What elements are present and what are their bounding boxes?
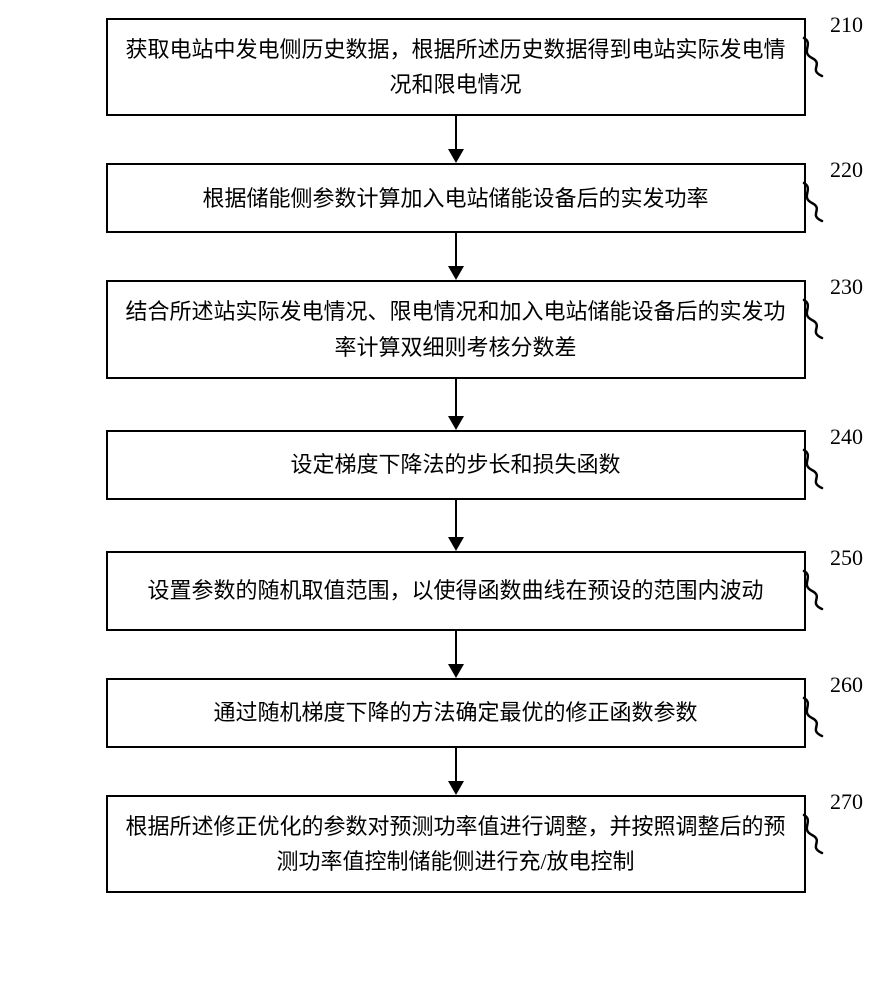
squiggle-icon bbox=[798, 569, 834, 616]
step-label-220: 220 bbox=[830, 157, 863, 183]
step-box-240: 设定梯度下降法的步长和损失函数 bbox=[106, 430, 806, 500]
step-text: 设置参数的随机取值范围，以使得函数曲线在预设的范围内波动 bbox=[147, 573, 763, 608]
squiggle-icon bbox=[798, 36, 834, 83]
squiggle-icon bbox=[798, 181, 834, 228]
squiggle-icon bbox=[798, 448, 834, 495]
step-label-240: 240 bbox=[830, 424, 863, 450]
flowchart-container: 获取电站中发电侧历史数据，根据所述历史数据得到电站实际发电情况和限电情况210根… bbox=[0, 0, 871, 893]
arrow-down-icon bbox=[448, 748, 464, 795]
step-label-270: 270 bbox=[830, 789, 863, 815]
step-row-220: 根据储能侧参数计算加入电站储能设备后的实发功率220 bbox=[40, 163, 871, 233]
step-label-230: 230 bbox=[830, 274, 863, 300]
arrow-down-icon bbox=[448, 379, 464, 430]
step-box-210: 获取电站中发电侧历史数据，根据所述历史数据得到电站实际发电情况和限电情况 bbox=[106, 18, 806, 116]
step-box-270: 根据所述修正优化的参数对预测功率值进行调整，并按照调整后的预测功率值控制储能侧进… bbox=[106, 795, 806, 893]
step-row-210: 获取电站中发电侧历史数据，根据所述历史数据得到电站实际发电情况和限电情况210 bbox=[40, 18, 871, 116]
step-text: 结合所述站实际发电情况、限电情况和加入电站储能设备后的实发功率计算双细则考核分数… bbox=[126, 294, 786, 364]
step-text: 设定梯度下降法的步长和损失函数 bbox=[290, 447, 620, 482]
squiggle-icon bbox=[798, 298, 834, 345]
step-row-270: 根据所述修正优化的参数对预测功率值进行调整，并按照调整后的预测功率值控制储能侧进… bbox=[40, 795, 871, 893]
step-box-260: 通过随机梯度下降的方法确定最优的修正函数参数 bbox=[106, 678, 806, 748]
arrow-down-icon bbox=[448, 500, 464, 551]
step-box-230: 结合所述站实际发电情况、限电情况和加入电站储能设备后的实发功率计算双细则考核分数… bbox=[106, 280, 806, 378]
step-text: 根据所述修正优化的参数对预测功率值进行调整，并按照调整后的预测功率值控制储能侧进… bbox=[126, 809, 786, 879]
step-text: 获取电站中发电侧历史数据，根据所述历史数据得到电站实际发电情况和限电情况 bbox=[126, 32, 786, 102]
step-row-260: 通过随机梯度下降的方法确定最优的修正函数参数260 bbox=[40, 678, 871, 748]
step-text: 通过随机梯度下降的方法确定最优的修正函数参数 bbox=[213, 695, 697, 730]
arrow-down-icon bbox=[448, 631, 464, 678]
arrow-down-icon bbox=[448, 233, 464, 280]
step-label-250: 250 bbox=[830, 545, 863, 571]
step-label-210: 210 bbox=[830, 12, 863, 38]
step-box-220: 根据储能侧参数计算加入电站储能设备后的实发功率 bbox=[106, 163, 806, 233]
step-row-250: 设置参数的随机取值范围，以使得函数曲线在预设的范围内波动250 bbox=[40, 551, 871, 631]
squiggle-icon bbox=[798, 813, 834, 860]
step-box-250: 设置参数的随机取值范围，以使得函数曲线在预设的范围内波动 bbox=[106, 551, 806, 631]
step-row-240: 设定梯度下降法的步长和损失函数240 bbox=[40, 430, 871, 500]
step-row-230: 结合所述站实际发电情况、限电情况和加入电站储能设备后的实发功率计算双细则考核分数… bbox=[40, 280, 871, 378]
step-text: 根据储能侧参数计算加入电站储能设备后的实发功率 bbox=[202, 181, 708, 216]
step-label-260: 260 bbox=[830, 672, 863, 698]
arrow-down-icon bbox=[448, 116, 464, 163]
squiggle-icon bbox=[798, 696, 834, 743]
